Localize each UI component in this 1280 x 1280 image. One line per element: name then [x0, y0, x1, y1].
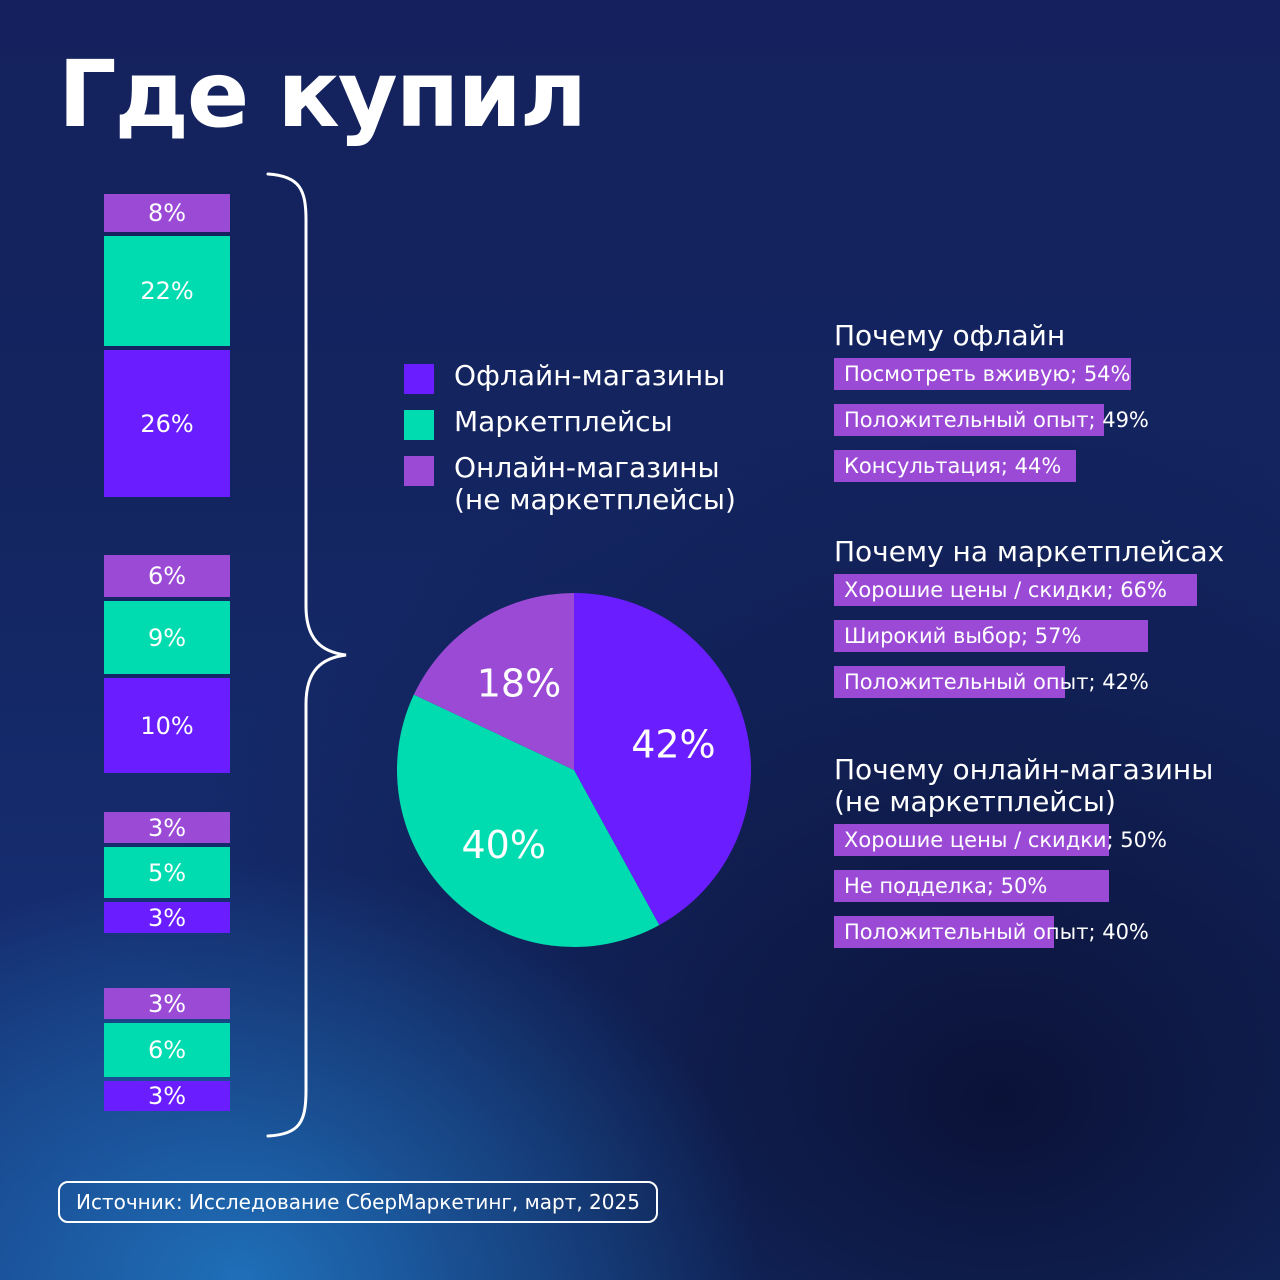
stack-3-online-segment: 3% [104, 812, 230, 843]
reasons-marketplaces-title: Почему на маркетплейсах [834, 535, 1225, 568]
page-title: Где купил [58, 41, 587, 148]
pie-slice-online [413, 593, 574, 770]
reason-bar [834, 870, 1109, 902]
stack-3-offline-segment: 3% [104, 902, 230, 933]
reason-label: Не подделка; 50% [844, 874, 1048, 898]
reason-bar [834, 450, 1076, 482]
reason-row: Консультация; 44% [834, 450, 1076, 482]
pie-slice-marketplaces [396, 694, 660, 947]
legend-label-marketplaces: Маркетплейсы [454, 405, 673, 438]
reasons-marketplaces: Почему на маркетплейсах Хорошие цены / с… [834, 536, 1224, 712]
legend: Офлайн-магазины Маркетплейсы Онлайн-мага… [404, 360, 736, 528]
reason-bar [834, 358, 1131, 390]
reasons-online: Почему онлайн-магазины (не маркетплейсы)… [834, 754, 1213, 962]
stack-4-offline-segment: 3% [104, 1081, 230, 1111]
reason-bar [834, 620, 1148, 652]
reason-label: Хорошие цены / скидки; 66% [844, 578, 1167, 602]
reason-row: Широкий выбор; 57% [834, 620, 1224, 652]
reason-label: Положительный опыт; 49% [844, 408, 1149, 432]
reasons-online-title: Почему онлайн-магазины (не маркетплейсы) [834, 753, 1214, 818]
reason-label: Консультация; 44% [844, 454, 1062, 478]
reason-row: Не подделка; 50% [834, 870, 1213, 902]
legend-swatch-offline [404, 364, 434, 394]
legend-swatch-online [404, 456, 434, 486]
stack-4-online-segment: 3% [104, 988, 230, 1019]
pie-label-online: 18% [477, 661, 561, 705]
reason-label: Положительный опыт; 40% [844, 920, 1149, 944]
reason-bar [834, 574, 1197, 606]
pie-label-marketplaces: 40% [461, 823, 545, 867]
reason-label: Положительный опыт; 42% [844, 670, 1149, 694]
reason-bar [834, 666, 1065, 698]
stack-2-marketplaces-segment: 9% [104, 601, 230, 674]
legend-item-marketplaces: Маркетплейсы [404, 406, 736, 440]
stack-3-marketplaces-segment: 5% [104, 847, 230, 898]
reasons-offline: Почему офлайн Посмотреть вживую; 54% Пол… [834, 319, 1149, 496]
reason-bar [834, 404, 1104, 436]
reason-row: Положительный опыт; 42% [834, 666, 1224, 698]
legend-item-online: Онлайн-магазины (не маркетплейсы) [404, 452, 736, 516]
pie-slice-offline [574, 593, 751, 926]
legend-label-online: Онлайн-магазины (не маркетплейсы) [454, 451, 736, 516]
reason-row: Посмотреть вживую; 54% [834, 358, 1131, 390]
reason-label: Посмотреть вживую; 54% [844, 362, 1131, 386]
stack-1-online-segment: 8% [104, 194, 230, 232]
reason-row: Хорошие цены / скидки; 66% [834, 574, 1224, 606]
reason-row: Положительный опыт; 49% [834, 404, 1149, 436]
source-note: Источник: Исследование СберМаркетинг, ма… [58, 1181, 658, 1223]
stack-4-marketplaces-segment: 6% [104, 1023, 230, 1077]
reason-bar [834, 824, 1109, 856]
reason-label: Широкий выбор; 57% [844, 624, 1082, 648]
legend-label-offline: Офлайн-магазины [454, 359, 726, 392]
stack-2-online-segment: 6% [104, 555, 230, 597]
stack-1-offline-segment: 26% [104, 350, 230, 497]
reason-row: Положительный опыт; 40% [834, 916, 1213, 948]
reason-label: Хорошие цены / скидки; 50% [844, 828, 1167, 852]
legend-swatch-marketplaces [404, 410, 434, 440]
reasons-offline-title: Почему офлайн [834, 319, 1066, 352]
stack-2-offline-segment: 10% [104, 678, 230, 773]
legend-item-offline: Офлайн-магазины [404, 360, 736, 394]
pie-label-offline: 42% [631, 722, 715, 766]
reason-bar [834, 916, 1054, 948]
reason-row: Хорошие цены / скидки; 50% [834, 824, 1213, 856]
stack-1-marketplaces-segment: 22% [104, 236, 230, 346]
